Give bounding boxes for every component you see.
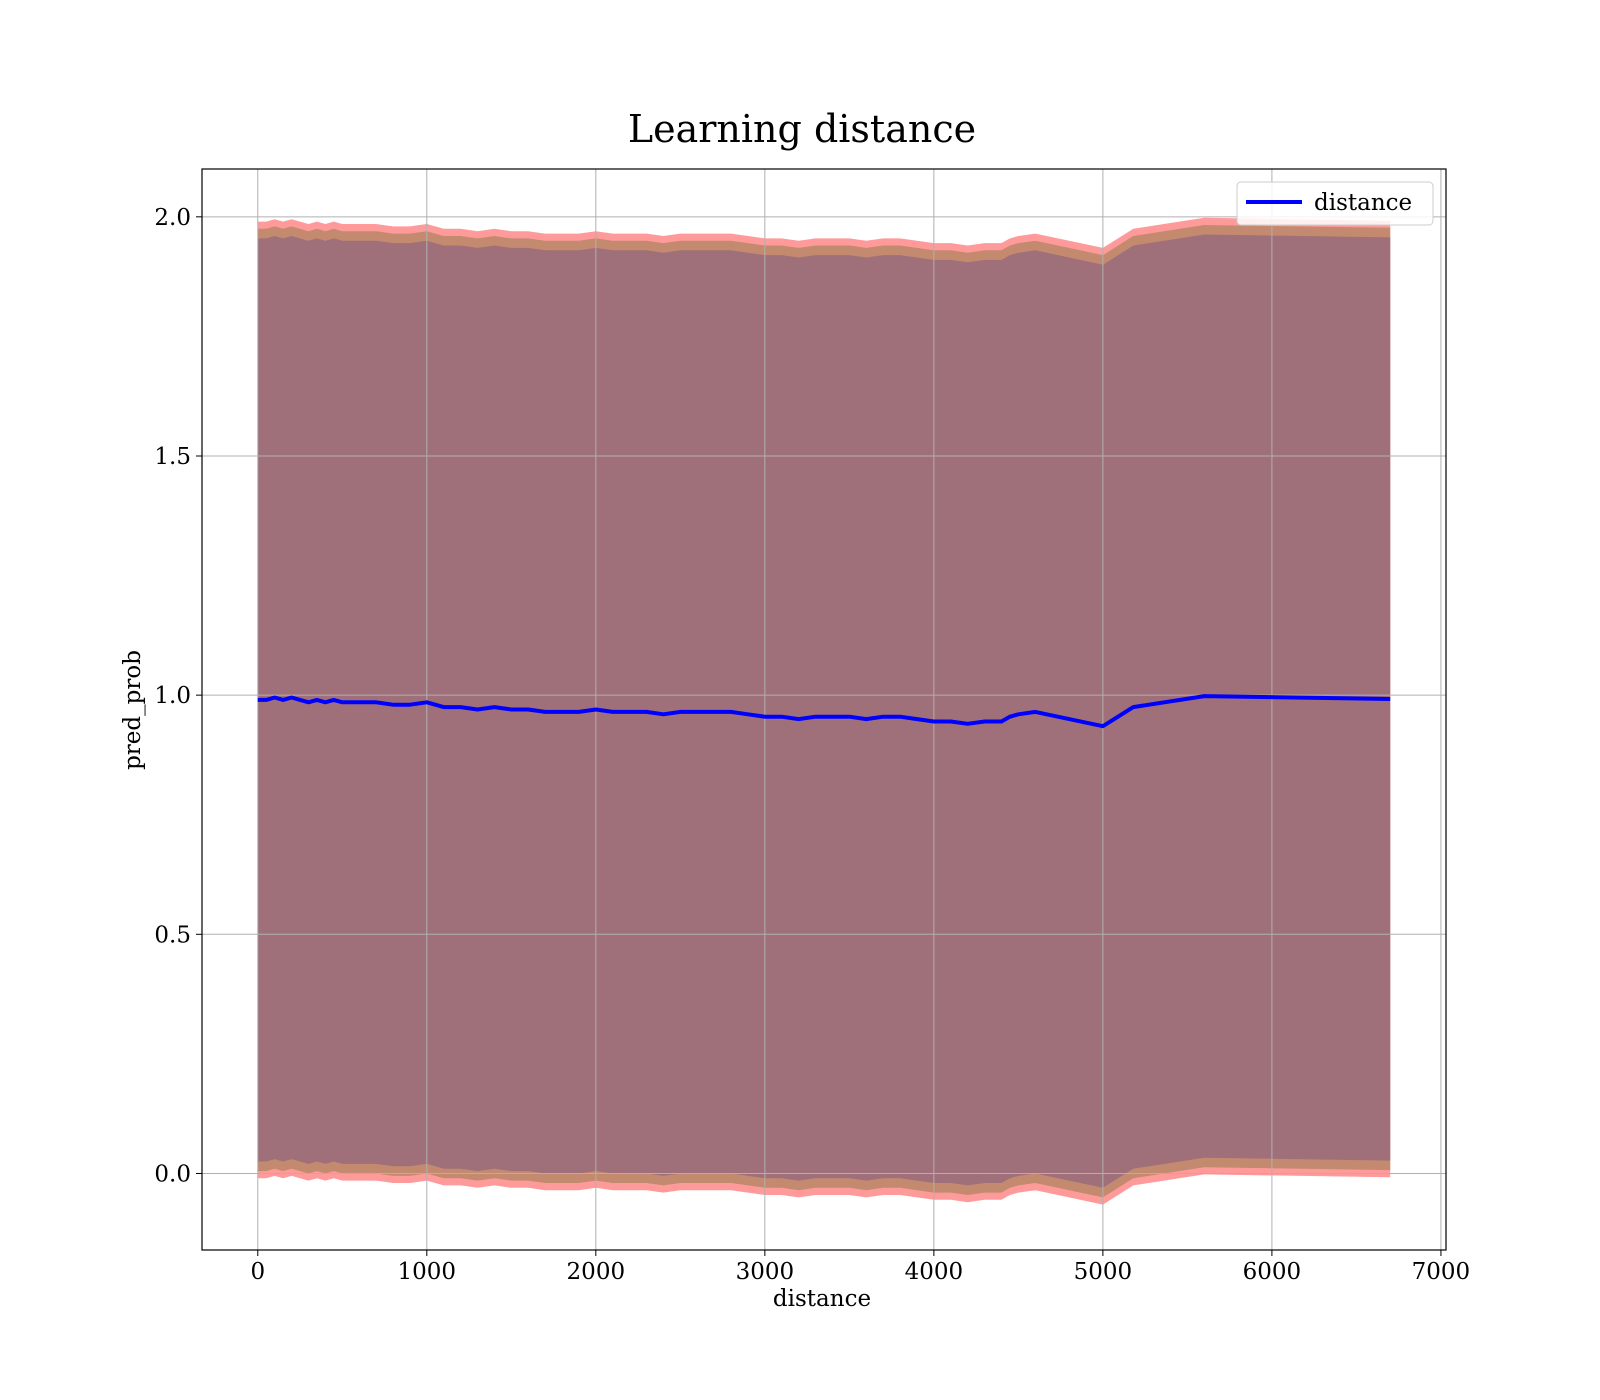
legend: distance (1236, 181, 1434, 226)
y-tick-label: 0.0 (154, 1161, 191, 1187)
x-axis-label: distance (773, 1286, 871, 1312)
plot-area (201, 168, 1447, 1251)
y-tick-label: 0.5 (154, 922, 191, 948)
x-tick-label: 6000 (1243, 1259, 1302, 1285)
legend-label: distance (1314, 190, 1412, 216)
series-line-layer (257, 694, 1391, 729)
y-tick-label: 1.5 (154, 444, 191, 470)
x-tick-label: 0 (250, 1259, 265, 1285)
x-tick-label: 4000 (905, 1259, 964, 1285)
y-tick-label: 2.0 (154, 205, 191, 231)
y-tick-label: 1.0 (154, 683, 191, 709)
axes-frame (201, 168, 1447, 1251)
grid-lines (202, 169, 1446, 1250)
x-tick-label: 1000 (398, 1259, 457, 1285)
y-axis-label: pred_prob (120, 650, 146, 770)
series-line-distance (257, 694, 1391, 729)
x-axis-ticks: 0 1000 2000 3000 4000 5000 6000 7000 (250, 1250, 1470, 1285)
band-inner (257, 234, 1391, 1188)
x-tick-label: 5000 (1074, 1259, 1133, 1285)
confidence-bands (257, 217, 1391, 1205)
x-tick-label: 2000 (567, 1259, 626, 1285)
y-axis-ticks: 0.0 0.5 1.0 1.5 2.0 (154, 205, 202, 1187)
x-tick-label: 7000 (1412, 1259, 1471, 1285)
chart-title: Learning distance (628, 107, 976, 151)
legend-box (1236, 181, 1434, 226)
x-tick-label: 3000 (736, 1259, 795, 1285)
